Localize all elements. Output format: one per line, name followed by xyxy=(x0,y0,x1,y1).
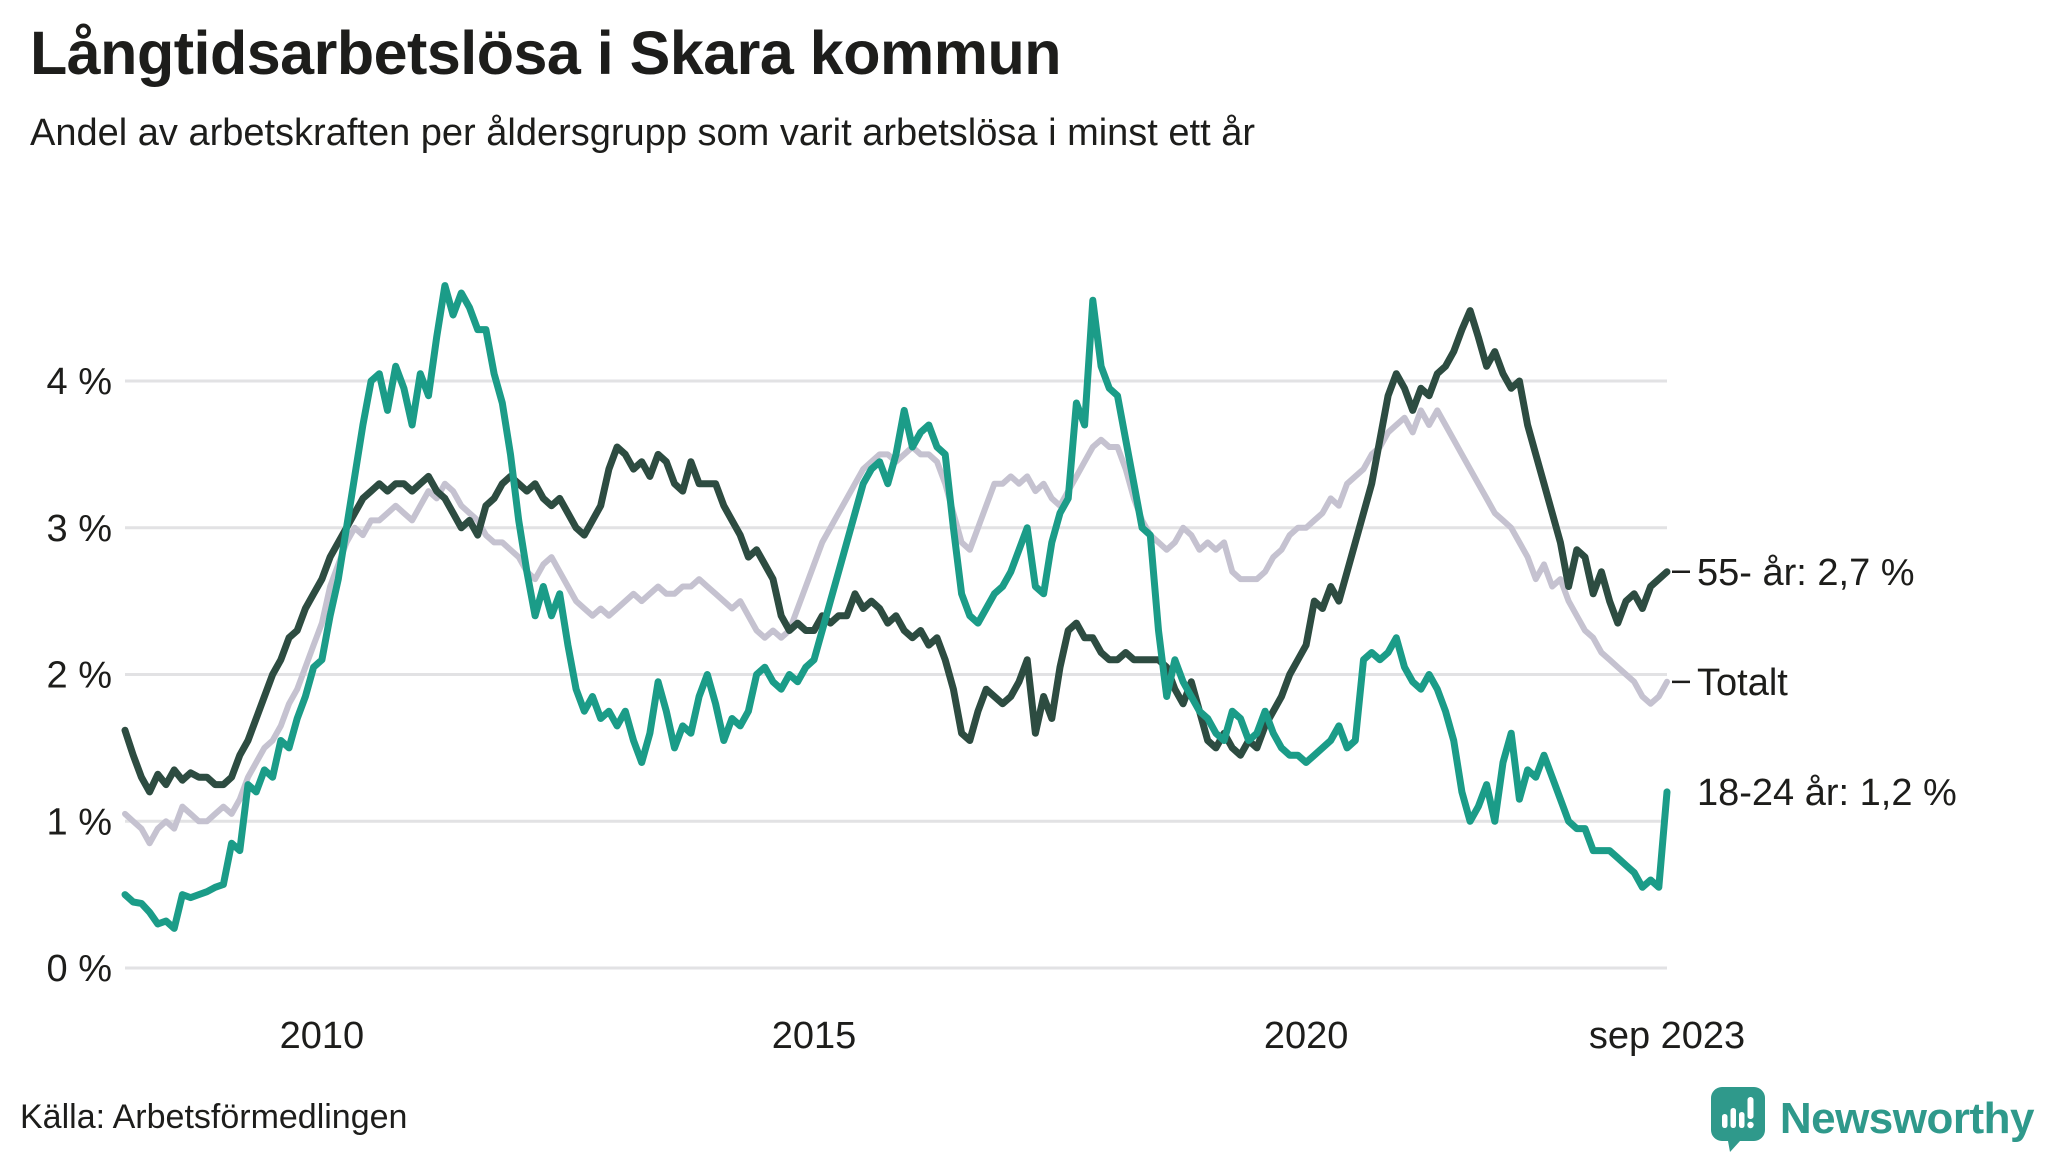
logo-exclamation-dot xyxy=(1747,1121,1754,1129)
series-line-55-r xyxy=(121,307,1671,796)
x-tick-label: 2010 xyxy=(280,1015,365,1057)
source-note: Källa: Arbetsförmedlingen xyxy=(20,1098,408,1136)
logo-bar-3 xyxy=(1738,1112,1745,1128)
series-end-labels: 55- år: 2,7 % Totalt 18-24 år: 1,2 % xyxy=(1672,552,1957,814)
y-tick-label: 2 % xyxy=(47,655,112,697)
x-tick-label: sep 2023 xyxy=(1589,1015,1745,1057)
newsworthy-logo-icon xyxy=(1710,1087,1765,1152)
x-tick-label: 2015 xyxy=(772,1015,857,1057)
y-tick-label: 3 % xyxy=(47,508,112,550)
y-tick-label: 4 % xyxy=(47,361,112,403)
x-tick-label: 2020 xyxy=(1264,1015,1349,1057)
axis-labels: 0 % 1 % 2 % 3 % 4 % 2010 2015 2020 sep 2023 xyxy=(47,361,1746,1057)
brand-footer: Newsworthy xyxy=(1710,1086,2035,1152)
series-line-18-24-r xyxy=(121,282,1671,932)
series-lines xyxy=(121,282,1671,932)
annotation-label: 55- år: 2,7 % xyxy=(1697,552,1915,594)
y-tick-label: 1 % xyxy=(47,801,112,843)
logo-bar-2 xyxy=(1730,1108,1736,1128)
chart-subtitle: Andel av arbetskraften per åldersgrupp s… xyxy=(30,112,1256,154)
annotation-label: Totalt xyxy=(1697,662,1788,704)
logo-bubble xyxy=(1710,1087,1765,1152)
logo-bar-1 xyxy=(1721,1114,1728,1128)
logo-exclamation-bar xyxy=(1747,1097,1754,1119)
brand-name: Newsworthy xyxy=(1779,1094,2035,1143)
annotation-label: 18-24 år: 1,2 % xyxy=(1697,772,1957,814)
page-title: Långtidsarbetslösa i Skara kommun xyxy=(30,19,1061,87)
y-tick-label: 0 % xyxy=(47,948,112,990)
